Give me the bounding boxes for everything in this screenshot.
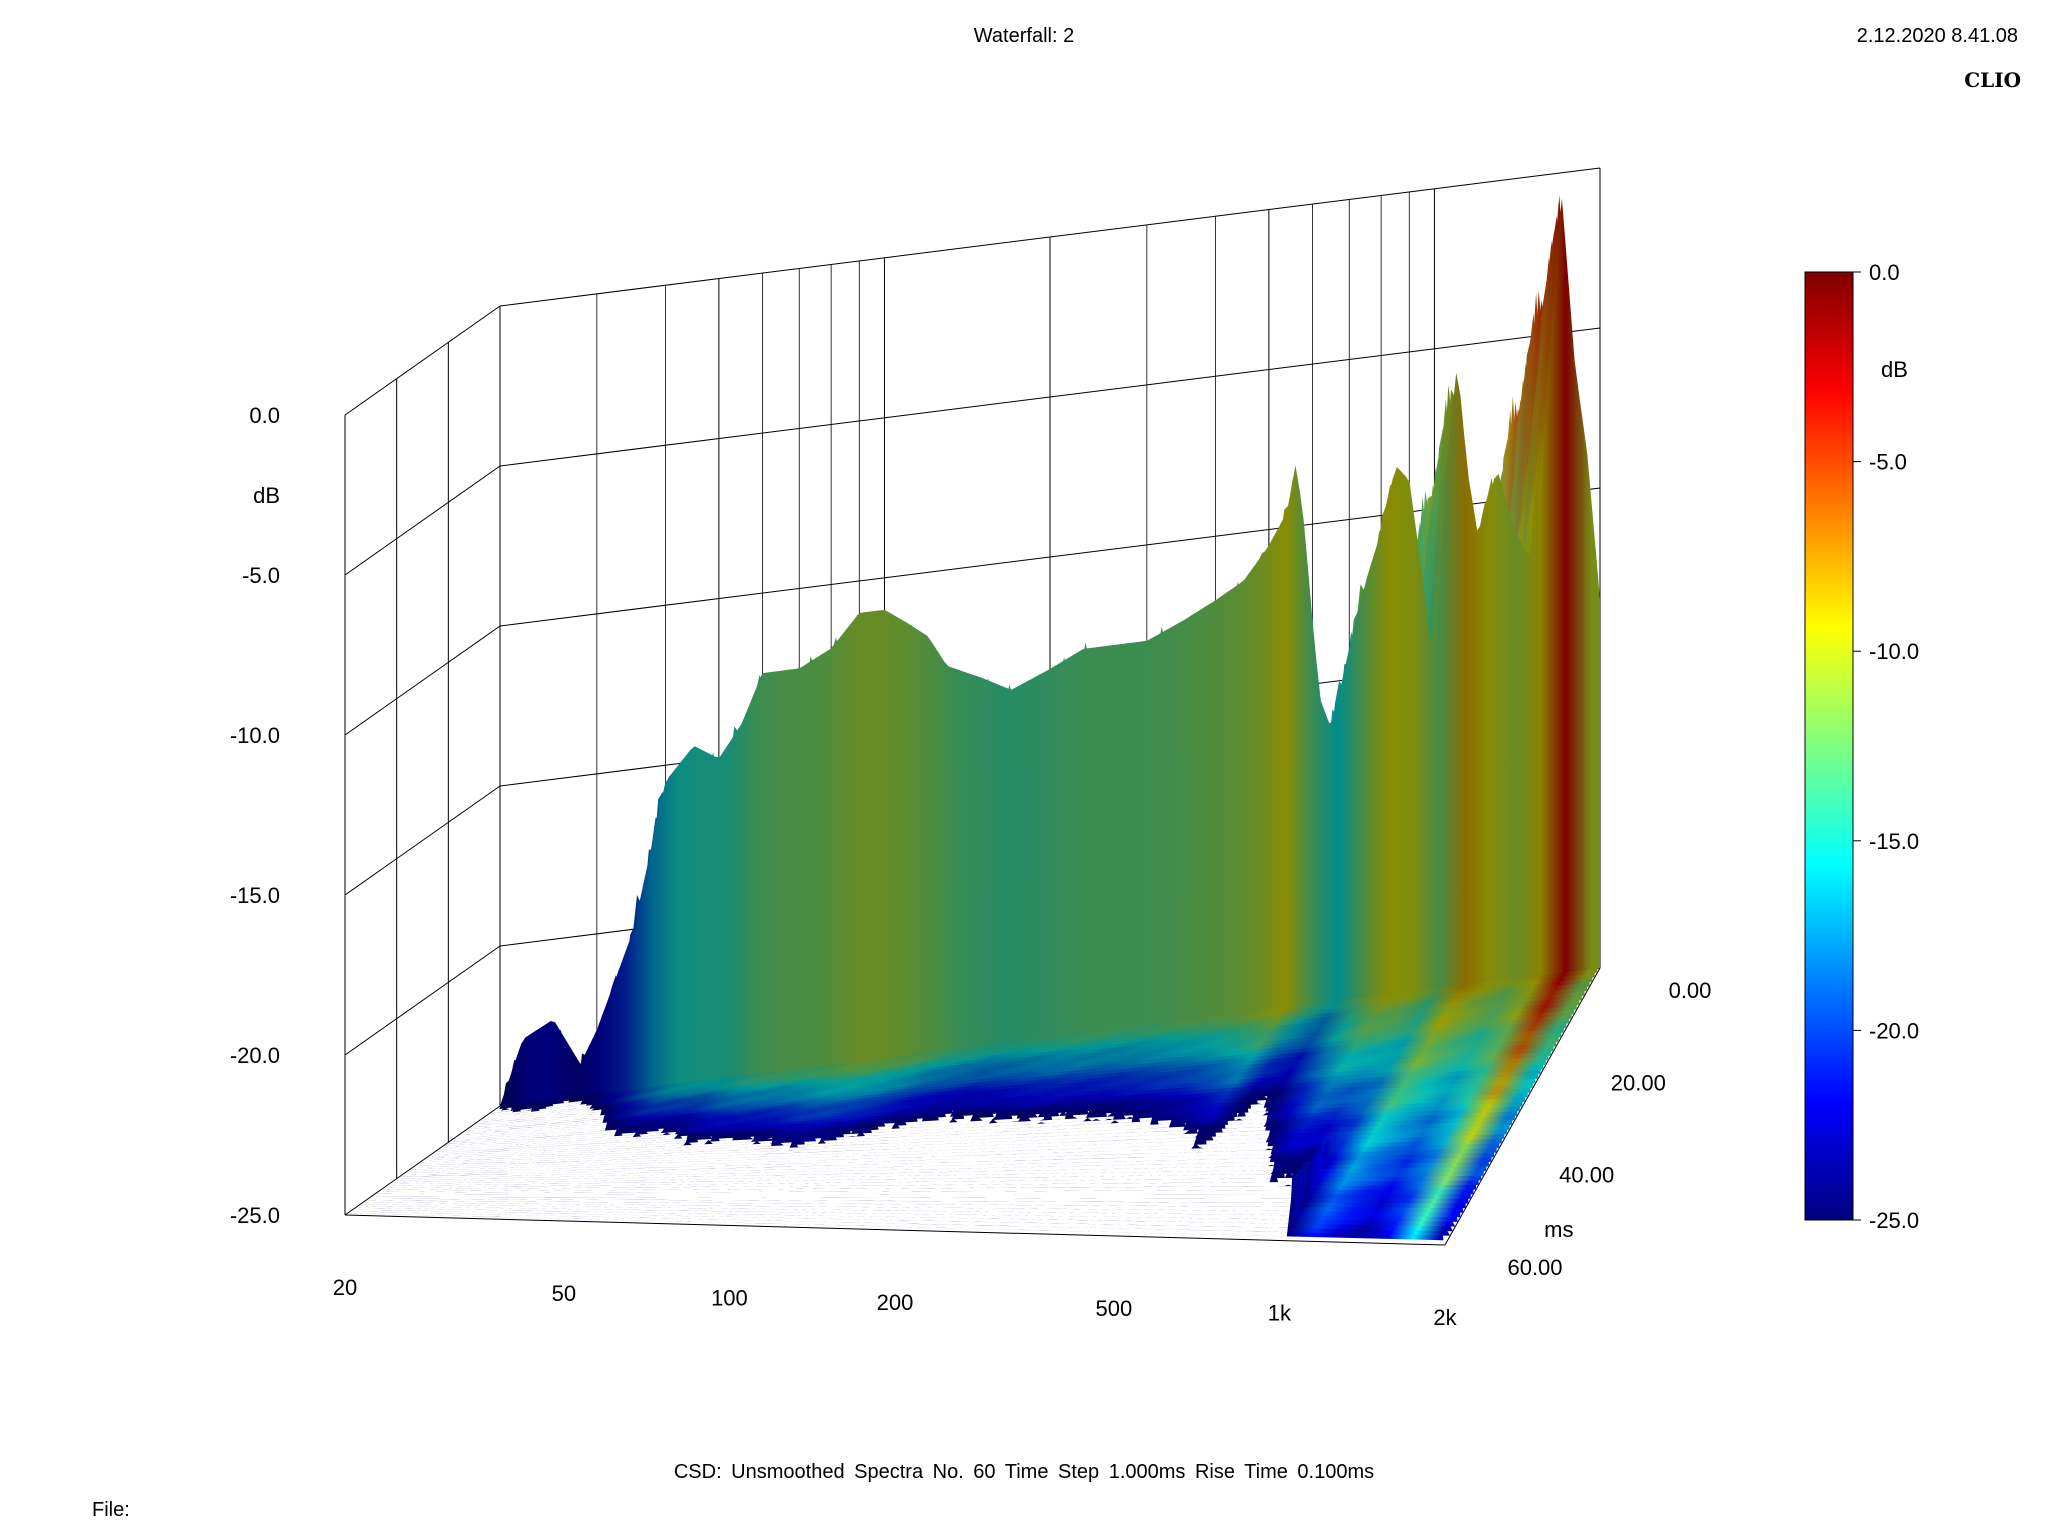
side-wall-gridline-y <box>344 625 501 736</box>
y-tick-label: -15.0 <box>230 883 280 908</box>
front-floor-line <box>344 1214 1446 1246</box>
x-tick-label: 200 <box>877 1290 914 1315</box>
x-tick-label: 500 <box>1096 1296 1133 1321</box>
colorbar-tick-label: -5.0 <box>1869 450 1907 475</box>
y-tick-label: -10.0 <box>230 723 280 748</box>
z-tick-label: 60.00 <box>1507 1255 1562 1280</box>
file-label: File: <box>92 1499 130 1521</box>
axes: 0.0 -5.0 -10.0 -15.0 -20.0 -25.0 dB 20 50 100 200 5… <box>230 403 1712 1330</box>
colorbar-label: dB <box>1881 357 1908 382</box>
colorbar-gradient <box>1804 271 1854 1221</box>
y-axis-label: dB <box>253 483 280 508</box>
colorbar: 0.0 -5.0 -10.0 -15.0 -20.0 -25.0 dB <box>1804 260 1919 1233</box>
x-tick-label: 2k <box>1433 1305 1457 1330</box>
side-wall-gridline-y <box>344 785 501 896</box>
footer-info: CSD: Unsmoothed Spectra No. 60 Time Step… <box>673 1461 1375 1483</box>
z-axis-label: ms <box>1544 1217 1573 1242</box>
z-tick-label: 20.00 <box>1611 1070 1666 1095</box>
side-wall-gridline-y <box>344 465 501 576</box>
waterfall-surface <box>347 195 1600 1241</box>
side-wall-gridline-y <box>344 945 501 1056</box>
y-tick-label: 0.0 <box>249 403 280 428</box>
y-tick-label: -25.0 <box>230 1203 280 1228</box>
colorbar-tick-label: -20.0 <box>1869 1018 1919 1043</box>
x-tick-label: 50 <box>552 1281 576 1306</box>
colorbar-tick-label: -10.0 <box>1869 639 1919 664</box>
back-wall-gridline-y <box>499 167 1601 307</box>
z-tick-label: 0.00 <box>1669 978 1712 1003</box>
waterfall-slice <box>438 480 1538 1150</box>
y-tick-label: -5.0 <box>242 563 280 588</box>
x-tick-label: 100 <box>711 1285 748 1310</box>
colorbar-tick-label: -15.0 <box>1869 829 1919 854</box>
y-tick-label: -20.0 <box>230 1043 280 1068</box>
waterfall-slice <box>440 473 1541 1148</box>
x-tick-label: 20 <box>333 1275 357 1300</box>
colorbar-tick-label: -25.0 <box>1869 1208 1919 1233</box>
waterfall-slice <box>500 198 1600 1106</box>
chart-title: Waterfall: 2 <box>973 25 1075 47</box>
back-wall-gridline-y <box>499 487 1601 627</box>
brand-logo: CLIO <box>1964 68 2021 92</box>
z-tick-label: 40.00 <box>1559 1163 1614 1188</box>
colorbar-tick-label: 0.0 <box>1869 260 1900 285</box>
back-wall-gridline-y <box>499 327 1601 467</box>
timestamp: 2.12.2020 8.41.08 <box>1856 25 2018 47</box>
side-wall-gridline-y <box>344 305 501 416</box>
x-tick-label: 1k <box>1268 1300 1292 1325</box>
